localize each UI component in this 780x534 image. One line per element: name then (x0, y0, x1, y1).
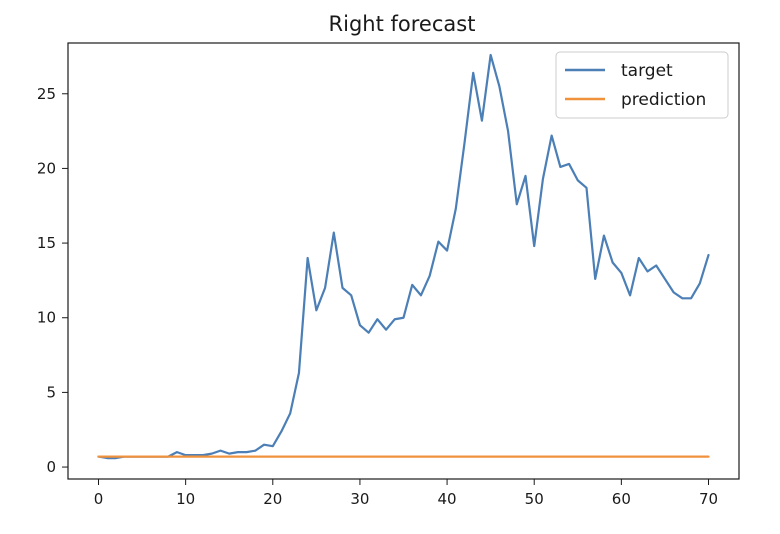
x-tick-label: 70 (699, 490, 718, 508)
x-axis: 0 10 20 30 40 50 60 70 (94, 479, 718, 508)
x-tick-label: 60 (612, 490, 631, 508)
x-tick-label: 10 (176, 490, 195, 508)
legend-label-target: target (621, 61, 673, 81)
legend-label-prediction: prediction (621, 90, 706, 110)
series-line-target (97, 53, 710, 460)
x-tick-label: 0 (94, 490, 104, 508)
y-tick-label: 25 (37, 85, 56, 103)
y-axis: 0 5 10 15 20 25 (37, 85, 68, 476)
y-tick-label: 10 (37, 309, 56, 327)
chart-title: Right forecast (329, 12, 476, 36)
legend-box (555, 51, 729, 119)
y-tick-label: 15 (37, 234, 56, 252)
x-tick-label: 50 (525, 490, 544, 508)
y-tick-label: 5 (46, 383, 56, 401)
legend: target prediction (555, 51, 729, 119)
x-tick-label: 30 (350, 490, 369, 508)
x-tick-label: 40 (438, 490, 457, 508)
x-tick-label: 20 (263, 490, 282, 508)
y-tick-label: 20 (37, 159, 56, 177)
y-tick-label: 0 (46, 458, 56, 476)
series-layer (97, 53, 710, 460)
